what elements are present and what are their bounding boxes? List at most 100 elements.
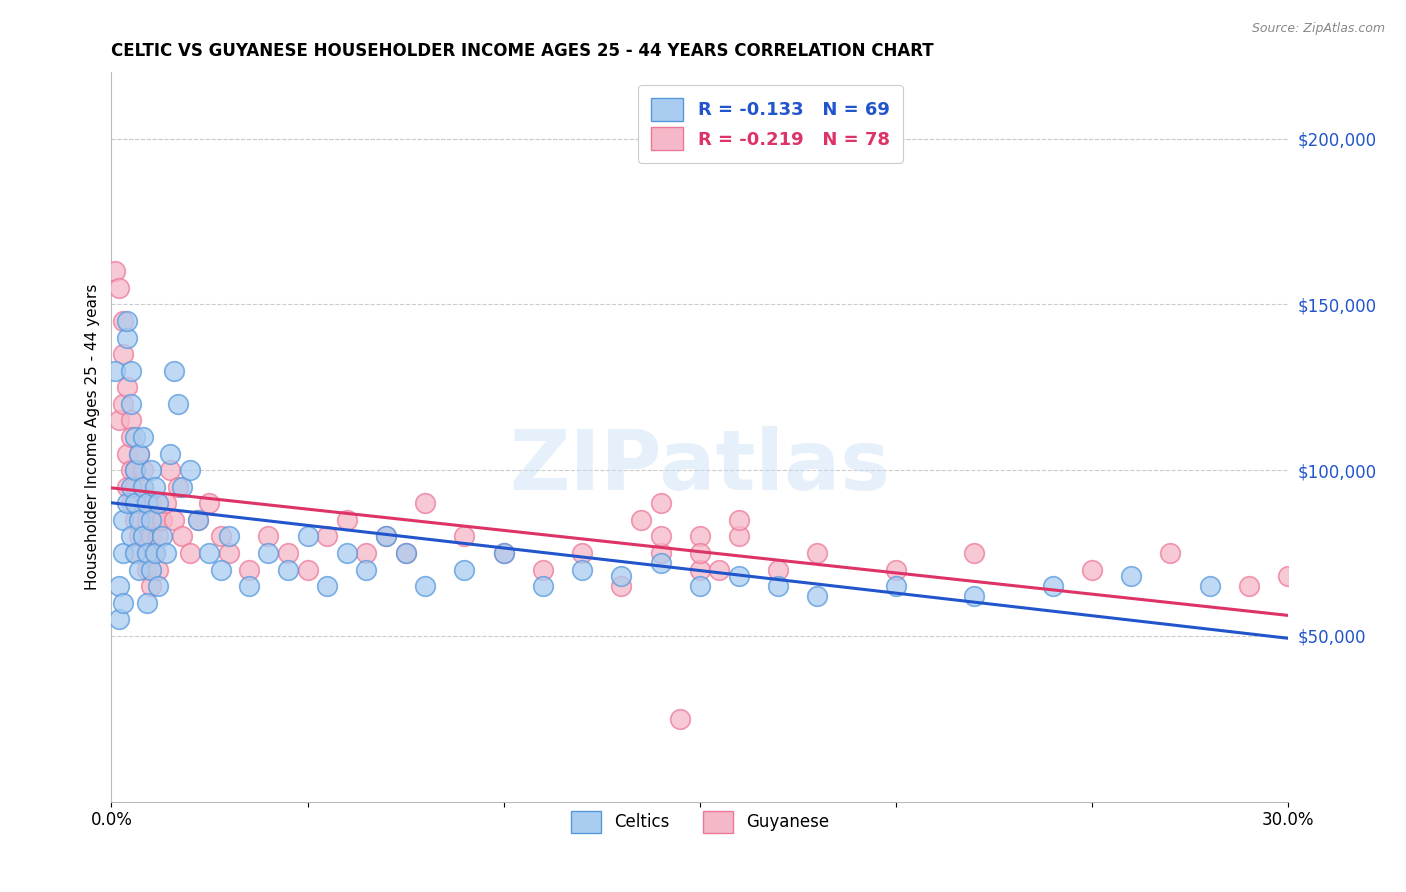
Point (108, 579, 131, 593)
Point (1121, 569, 1143, 583)
Point (492, 546, 515, 560)
Point (1277, 569, 1299, 583)
Point (257, 529, 280, 543)
Point (297, 563, 319, 577)
Point (112, 347, 135, 361)
Point (148, 579, 170, 593)
Point (336, 513, 359, 527)
Point (132, 480, 155, 494)
Point (148, 563, 170, 577)
Point (132, 463, 155, 477)
Point (135, 596, 157, 610)
Point (108, 612, 131, 626)
Point (155, 546, 177, 560)
Point (728, 529, 751, 543)
Point (143, 546, 166, 560)
Point (531, 579, 554, 593)
Point (139, 563, 162, 577)
Legend: Celtics, Guyanese: Celtics, Guyanese (558, 799, 841, 845)
Point (120, 496, 142, 510)
Point (238, 579, 260, 593)
Point (1198, 579, 1220, 593)
Point (728, 513, 751, 527)
Point (120, 413, 142, 427)
Point (152, 513, 174, 527)
Point (112, 546, 135, 560)
Point (159, 463, 181, 477)
Point (218, 546, 240, 560)
Point (124, 463, 146, 477)
Point (143, 546, 166, 560)
Point (163, 513, 186, 527)
Point (124, 480, 146, 494)
Y-axis label: Householder Income Ages 25 - 44 years: Householder Income Ages 25 - 44 years (86, 284, 100, 591)
Point (132, 529, 155, 543)
Point (124, 546, 146, 560)
Point (766, 563, 789, 577)
Point (135, 563, 157, 577)
Point (120, 480, 142, 494)
Point (571, 546, 593, 560)
Point (132, 480, 155, 494)
Point (120, 397, 142, 411)
Point (139, 579, 162, 593)
Point (139, 529, 162, 543)
Point (167, 397, 190, 411)
Point (806, 589, 828, 603)
Point (316, 579, 339, 593)
Text: ZIPatlas: ZIPatlas (509, 425, 890, 507)
Point (394, 546, 416, 560)
Point (375, 529, 398, 543)
Point (143, 513, 166, 527)
Point (277, 563, 299, 577)
Point (356, 563, 378, 577)
Point (128, 563, 150, 577)
Point (179, 546, 201, 560)
Point (128, 446, 150, 460)
Point (163, 364, 186, 378)
Point (394, 546, 416, 560)
Point (135, 496, 157, 510)
Point (689, 529, 711, 543)
Point (297, 529, 319, 543)
Point (148, 496, 170, 510)
Point (610, 569, 633, 583)
Point (356, 546, 378, 560)
Point (124, 513, 146, 527)
Point (115, 446, 138, 460)
Point (689, 579, 711, 593)
Point (104, 364, 127, 378)
Point (187, 513, 209, 527)
Point (198, 546, 221, 560)
Point (336, 546, 359, 560)
Point (316, 529, 339, 543)
Point (135, 546, 157, 560)
Point (492, 546, 515, 560)
Point (112, 596, 135, 610)
Text: Source: ZipAtlas.com: Source: ZipAtlas.com (1251, 22, 1385, 36)
Point (884, 563, 907, 577)
Point (148, 529, 170, 543)
Point (1159, 546, 1181, 560)
Point (728, 569, 751, 583)
Point (104, 264, 127, 278)
Point (112, 397, 135, 411)
Point (135, 513, 157, 527)
Point (806, 546, 828, 560)
Point (155, 496, 177, 510)
Point (108, 413, 131, 427)
Point (179, 463, 201, 477)
Point (112, 314, 135, 328)
Point (689, 563, 711, 577)
Point (115, 496, 138, 510)
Point (115, 380, 138, 394)
Point (132, 529, 155, 543)
Point (650, 529, 672, 543)
Point (277, 546, 299, 560)
Point (108, 281, 131, 295)
Point (120, 529, 142, 543)
Point (152, 529, 174, 543)
Point (112, 513, 135, 527)
Point (120, 364, 142, 378)
Point (238, 563, 260, 577)
